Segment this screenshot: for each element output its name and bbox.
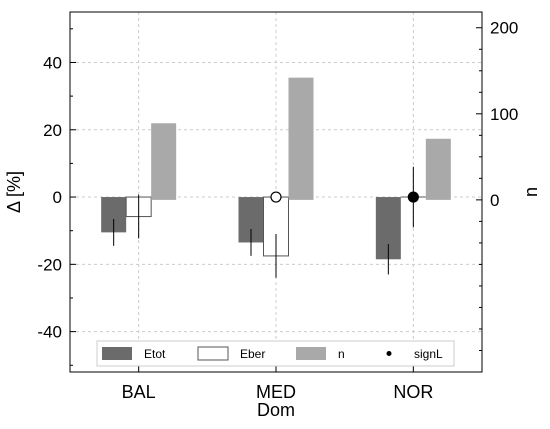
x-tick-label-med: MED xyxy=(256,382,296,402)
signl-marker-nor xyxy=(407,191,419,203)
left-axis: 40 20 0 -20 -40 xyxy=(37,28,76,366)
y-tick-label-right: 0 xyxy=(490,191,499,210)
y-tick-label-left: 20 xyxy=(43,121,62,140)
legend-marker-signl xyxy=(386,351,392,356)
legend-box xyxy=(96,340,455,367)
signl-markers xyxy=(270,191,419,203)
y-tick-label-left: -40 xyxy=(37,323,62,342)
y-tick-label-right: 200 xyxy=(490,19,518,38)
legend-label-n: n xyxy=(338,347,345,361)
x-tick-label-bal: BAL xyxy=(122,382,156,402)
bar-n-med xyxy=(288,77,314,200)
legend: Etot Eber n signL xyxy=(96,340,455,367)
legend-swatch-eber xyxy=(197,346,229,361)
y-tick-label-left: 0 xyxy=(53,188,62,207)
x-axis-label: Dom xyxy=(257,400,295,420)
y-axis-label-right: n xyxy=(521,187,541,197)
right-axis: 200 100 0 xyxy=(476,19,518,351)
legend-label-etot: Etot xyxy=(144,347,166,361)
legend-swatch-n xyxy=(296,347,326,360)
signl-marker-med xyxy=(270,191,282,203)
x-tick-label-nor: NOR xyxy=(393,382,433,402)
bar-n-bal xyxy=(151,123,177,200)
bar-n-nor xyxy=(425,138,451,200)
y-tick-label-left: 40 xyxy=(43,53,62,72)
legend-label-signl: signL xyxy=(414,347,443,361)
y-tick-label-right: 100 xyxy=(490,105,518,124)
legend-label-eber: Eber xyxy=(240,347,265,361)
x-axis: BAL MED NOR xyxy=(122,366,433,402)
y-tick-label-left: -20 xyxy=(37,255,62,274)
legend-swatch-etot xyxy=(102,347,132,360)
y-axis-label-left: Δ [%] xyxy=(4,171,24,213)
